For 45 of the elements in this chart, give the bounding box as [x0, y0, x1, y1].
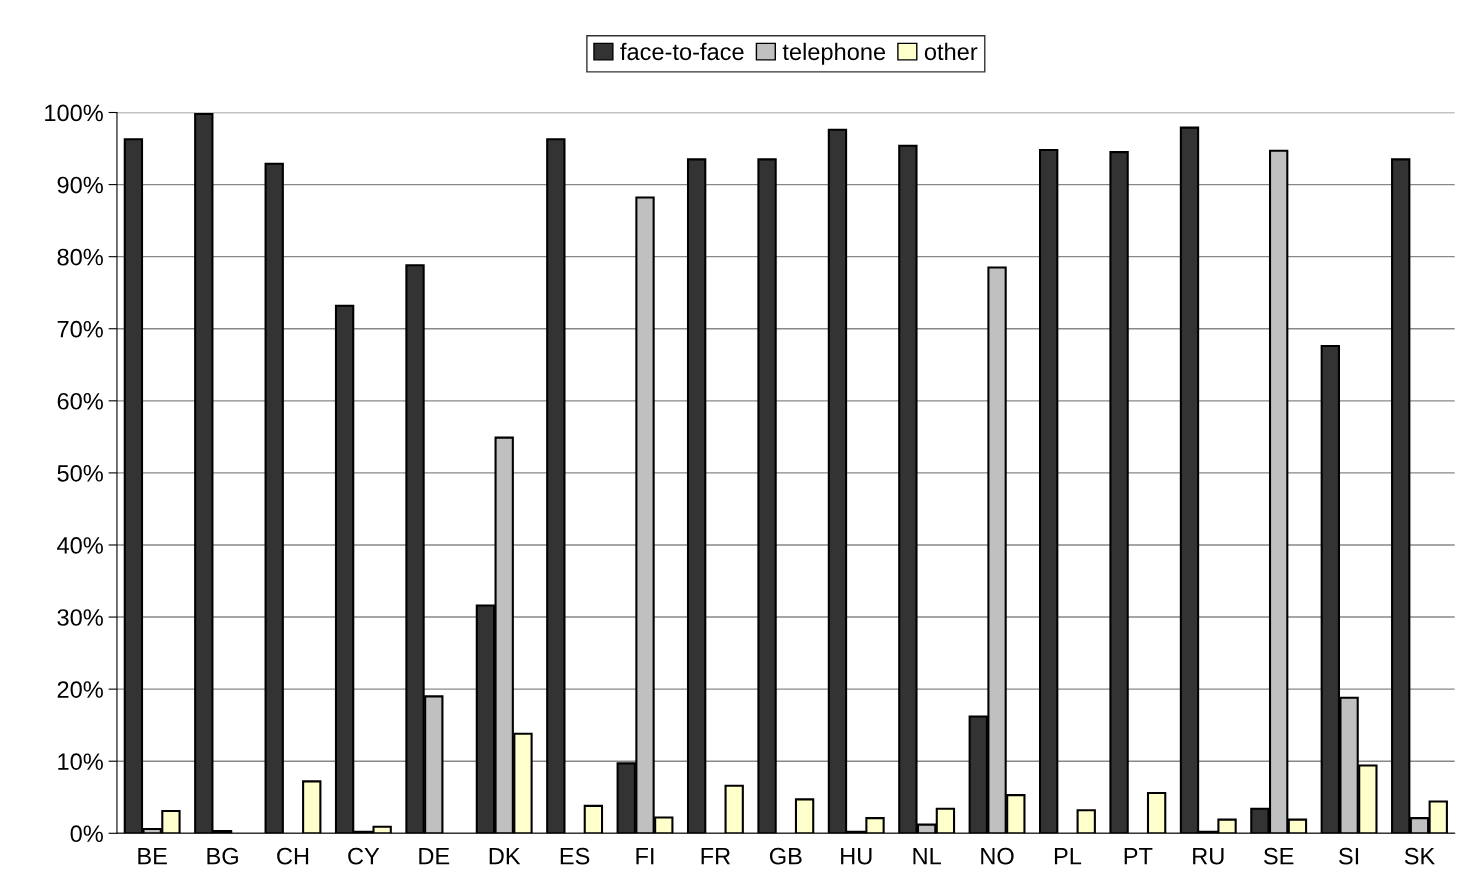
y-tick-label: 80% — [57, 248, 103, 266]
x-tick-label: SE — [1264, 847, 1294, 865]
x-tick-label: PL — [1054, 848, 1082, 865]
bar — [757, 158, 777, 834]
y-tick-label: 40% — [57, 537, 103, 554]
y-tick-label: 30% — [57, 609, 103, 626]
bar — [546, 138, 566, 834]
x-tick-label: GB — [769, 847, 802, 865]
y-tick-label: 50% — [57, 464, 103, 482]
x-tick-label: PT — [1124, 848, 1153, 865]
y-tick-label: 100% — [45, 104, 103, 122]
bar — [302, 780, 322, 834]
y-tick-label: 60% — [57, 392, 103, 410]
bar — [583, 804, 604, 834]
x-tick-label: FI — [636, 848, 654, 865]
y-tick-label: 90% — [57, 176, 103, 194]
x-tick-label: DK — [489, 848, 521, 865]
y-tick-label: 70% — [57, 320, 103, 338]
x-tick-label: NL — [913, 848, 941, 865]
bar — [794, 798, 815, 834]
x-tick-label: ES — [560, 847, 590, 865]
bar — [1039, 148, 1059, 834]
y-tick-label: 10% — [58, 753, 103, 770]
x-tick-label: BG — [207, 847, 238, 865]
x-tick-label: HU — [841, 848, 872, 865]
bar — [264, 162, 284, 834]
x-tick-label: CY — [348, 847, 380, 865]
bar — [686, 158, 707, 834]
x-tick-label: FR — [701, 848, 731, 865]
x-tick-label: CH — [277, 847, 309, 865]
legend-label: other — [924, 42, 978, 61]
bar — [1146, 791, 1167, 834]
legend-label: telephone — [782, 42, 886, 65]
x-tick-label: NO — [981, 847, 1014, 865]
legend-label: face-to-face — [620, 42, 744, 61]
x-tick-label: DE — [419, 848, 450, 865]
bar — [1076, 809, 1096, 834]
x-tick-label: RU — [1193, 848, 1224, 865]
x-tick-label: SI — [1339, 847, 1359, 865]
y-tick-label: 0% — [70, 825, 103, 843]
bar — [1109, 151, 1129, 834]
x-tick-label: SK — [1404, 847, 1435, 865]
x-tick-label: BE — [138, 848, 167, 865]
bar — [724, 784, 744, 834]
y-tick-label: 20% — [57, 681, 103, 698]
